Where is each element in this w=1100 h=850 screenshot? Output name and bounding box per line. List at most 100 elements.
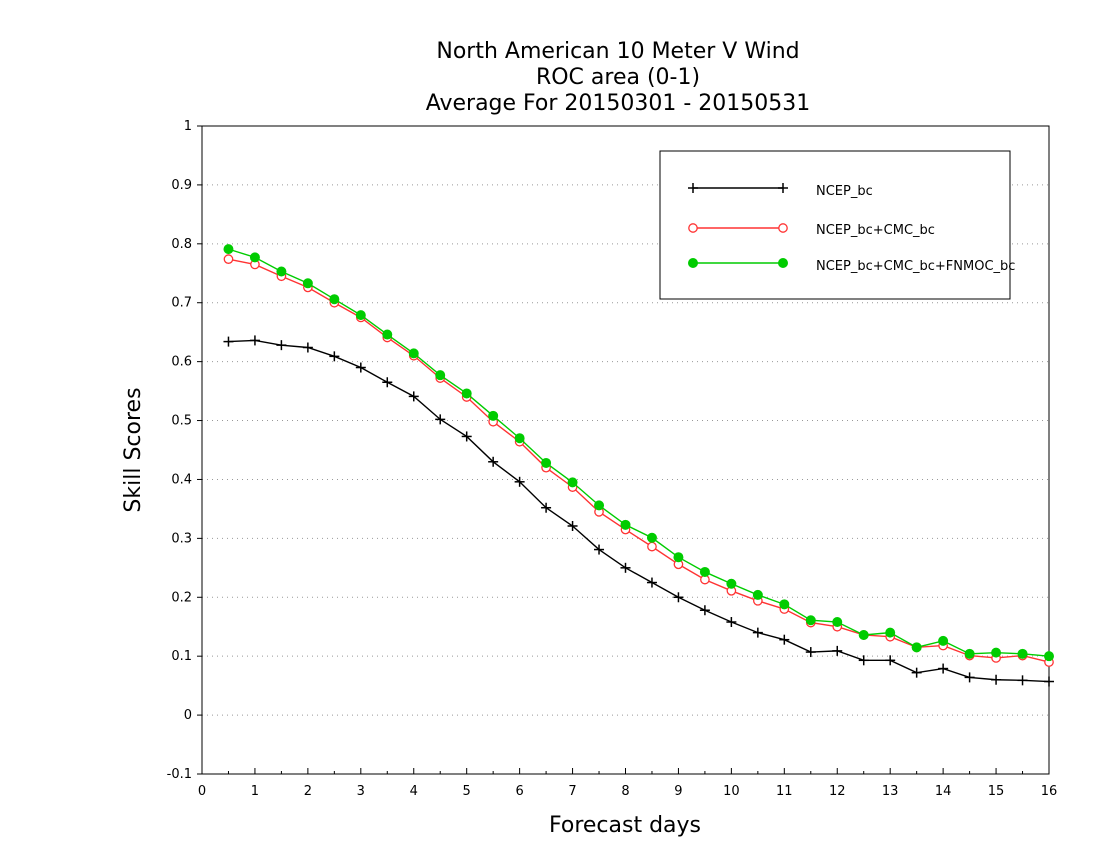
y-tick-label: 0.8 (171, 237, 192, 252)
legend: NCEP_bc NCEP_bc+CMC_bc NCEP_bc+CMC_bc+FN… (659, 150, 1015, 300)
data-point (594, 500, 605, 511)
y-tick-label: 0.9 (171, 178, 192, 193)
y-axis-label: Skill Scores (121, 387, 146, 512)
data-point (726, 617, 737, 628)
data-point (223, 336, 234, 347)
series-1 (223, 254, 1054, 667)
x-tick-label: 11 (776, 784, 793, 799)
data-point (541, 457, 552, 468)
legend-marker (778, 258, 788, 268)
data-point (488, 410, 499, 421)
series-2 (223, 244, 1054, 662)
data-point (435, 370, 446, 381)
data-point (1044, 651, 1054, 662)
legend-marker (778, 223, 788, 233)
x-tick-label: 14 (935, 784, 952, 799)
data-point (223, 244, 234, 255)
x-tick-label: 6 (515, 784, 523, 799)
data-point (514, 476, 525, 487)
data-point (329, 351, 340, 362)
data-point (885, 655, 896, 666)
x-tick-label: 1 (251, 784, 259, 799)
title-line-1: North American 10 Meter V Wind (436, 39, 799, 64)
x-tick-label: 16 (1041, 784, 1058, 799)
data-point (647, 541, 657, 552)
y-tick-label: 0.4 (171, 472, 192, 487)
x-tick-label: 3 (357, 784, 365, 799)
x-tick-label: 5 (463, 784, 471, 799)
series-0 (223, 335, 1054, 687)
data-point (594, 544, 605, 555)
y-tick-label: 0.6 (171, 355, 192, 370)
data-point (699, 566, 710, 577)
x-tick-label: 12 (829, 784, 846, 799)
data-point (408, 348, 419, 359)
data-point (911, 642, 922, 653)
x-tick-label: 13 (882, 784, 899, 799)
data-point (355, 310, 366, 321)
data-point (752, 589, 763, 600)
data-point (249, 335, 260, 346)
data-point (620, 562, 631, 573)
legend-label-ncep-cmc-fnmoc: NCEP_bc+CMC_bc+FNMOC_bc (816, 259, 1015, 274)
data-point (329, 294, 340, 305)
x-tick-label: 9 (674, 784, 682, 799)
y-tick-label: 0.7 (171, 296, 192, 311)
data-point (514, 433, 525, 444)
data-point (1017, 675, 1028, 686)
data-point (832, 645, 843, 656)
data-point (699, 605, 710, 616)
data-point (938, 635, 949, 646)
data-point (461, 431, 472, 442)
data-point (858, 655, 869, 666)
data-point (805, 647, 816, 658)
data-point (646, 577, 657, 588)
data-point (276, 266, 287, 277)
y-axis-ticks: -0.1 0 0.1 0.2 0.3 0.4 0.5 0.6 0.7 0.8 0.9 1 (167, 119, 202, 782)
data-point (302, 278, 313, 289)
data-point (461, 388, 472, 399)
legend-marker (688, 183, 698, 193)
data-point (355, 362, 366, 373)
data-point (249, 252, 260, 263)
data-point (779, 634, 790, 645)
series-lines (223, 244, 1054, 687)
data-point (1044, 676, 1054, 687)
x-tick-label: 10 (723, 784, 740, 799)
y-tick-label: 0.1 (171, 649, 192, 664)
data-point (991, 674, 1002, 685)
x-axis-label: Forecast days (549, 813, 701, 838)
data-point (382, 329, 393, 340)
data-point (567, 477, 578, 488)
data-point (1017, 648, 1028, 659)
x-tick-label: 8 (621, 784, 629, 799)
data-point (779, 599, 790, 610)
data-point (964, 672, 975, 683)
x-tick-label: 4 (410, 784, 418, 799)
legend-label-ncep-cmc: NCEP_bc+CMC_bc (816, 223, 935, 238)
chart-title: North American 10 Meter V Wind ROC area … (426, 39, 811, 116)
legend-label-ncep-bc: NCEP_bc (816, 184, 873, 199)
data-point (832, 617, 843, 628)
data-point (567, 520, 578, 531)
legend-marker (688, 258, 698, 268)
title-line-2: ROC area (0-1) (536, 65, 700, 90)
y-tick-label: 1 (184, 119, 192, 134)
data-point (408, 391, 419, 402)
data-point (938, 663, 949, 674)
data-point (673, 592, 684, 603)
legend-marker (688, 223, 698, 233)
data-point (726, 578, 737, 589)
data-point (911, 667, 922, 678)
data-point (752, 627, 763, 638)
series-line (228, 339, 1050, 683)
y-tick-label: 0 (184, 708, 192, 723)
x-tick-label: 15 (988, 784, 1005, 799)
y-tick-label: 0.5 (171, 414, 192, 429)
data-point (223, 254, 234, 264)
series-line (228, 258, 1050, 663)
data-point (885, 627, 896, 638)
data-point (488, 456, 499, 467)
data-point (673, 552, 684, 563)
